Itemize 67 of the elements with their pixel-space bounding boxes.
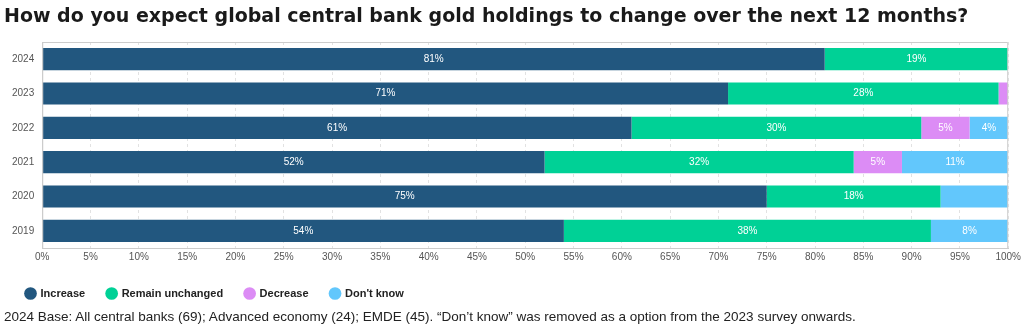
bar: [728, 82, 999, 105]
data-label: 4%: [981, 121, 997, 133]
text: 2024 Base: All central banks (69); Advanced economy (24); EMDE (45). “Don’t know” was removed as a option from the 2023 survey onwards.: [3, 309, 857, 324]
bar: [901, 151, 1009, 174]
chart-title: How do you expect global central bank gold holdings to change over the next 12 months?: [3, 3, 970, 28]
x-tick-label: 70%: [708, 250, 729, 262]
y-tick-label: 2023: [12, 87, 35, 99]
bar: [42, 48, 825, 71]
data-label: 32%: [689, 155, 710, 167]
x-tick-label: 10%: [128, 250, 149, 262]
x-tick-label: 45%: [466, 250, 488, 262]
bar: [544, 151, 854, 174]
data-label: 5%: [870, 155, 886, 167]
bar: [940, 185, 1009, 208]
data-label: 75%: [394, 190, 415, 202]
data-label: 71%: [375, 87, 396, 99]
y-tick-label: 2024: [12, 52, 35, 64]
x-tick-label: 0%: [35, 250, 50, 262]
data-label: 54%: [293, 224, 314, 236]
x-tick-label: 75%: [756, 250, 777, 262]
x-tick-label: 15%: [177, 250, 198, 262]
bar: [42, 82, 729, 105]
y-tick-label: 2021: [12, 155, 35, 167]
x-tick-label: 55%: [563, 250, 584, 262]
bar: [42, 185, 767, 208]
data-label: 8%: [962, 224, 977, 236]
legend-label: Remain unchanged: [121, 286, 224, 299]
y-tick-label: 2022: [12, 121, 35, 133]
x-tick-label: 85%: [853, 250, 874, 262]
x-tick-label: 5%: [83, 250, 98, 262]
x-tick-label: 95%: [949, 250, 971, 262]
data-label: 5%: [938, 121, 953, 133]
bar: [631, 116, 922, 139]
x-tick-label: 20%: [225, 250, 246, 262]
legend-label: Increase: [40, 286, 86, 299]
data-label: 61%: [327, 121, 348, 133]
x-tick-label: 50%: [515, 250, 536, 262]
x-tick-label: 90%: [901, 250, 922, 262]
data-label: 11%: [945, 155, 965, 167]
bar: [921, 116, 970, 139]
data-label: 18%: [843, 190, 864, 202]
legend-label: Decrease: [259, 286, 309, 299]
x-tick-label: 80%: [805, 250, 826, 262]
x-tick-label: 40%: [418, 250, 439, 262]
bar: [42, 151, 545, 174]
y-tick-label: 2019: [12, 224, 35, 236]
bar: [824, 48, 1009, 71]
bar: [42, 219, 564, 242]
x-tick-label: 60%: [611, 250, 632, 262]
data-label: 38%: [737, 224, 758, 236]
x-tick-label: 35%: [370, 250, 391, 262]
data-label: 28%: [853, 87, 874, 99]
y-tick-label: 2020: [12, 190, 35, 202]
data-label: 52%: [283, 155, 304, 167]
x-tick-label: 30%: [322, 250, 343, 262]
x-tick-label: 25%: [273, 250, 294, 262]
data-label: 81%: [423, 52, 444, 64]
bar: [563, 219, 931, 242]
data-label: 30%: [766, 121, 787, 133]
bar: [766, 185, 941, 208]
x-tick-label: 65%: [660, 250, 681, 262]
data-label: 19%: [906, 52, 927, 64]
x-tick-label: 100%: [995, 250, 1022, 262]
legend-label: Don't know: [345, 286, 405, 299]
bar: [930, 219, 1009, 242]
bar: [853, 151, 902, 174]
bar: [42, 116, 632, 139]
